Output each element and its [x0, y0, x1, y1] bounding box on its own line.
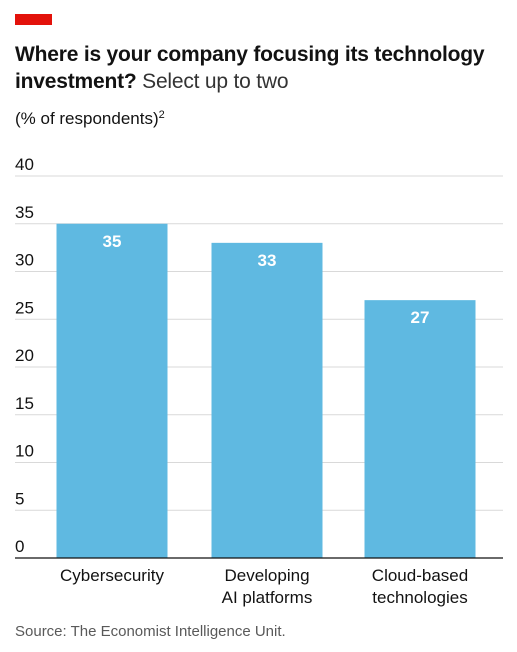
y-tick-label: 35: [15, 203, 34, 222]
y-tick-label: 10: [15, 442, 34, 461]
y-axis-unit-label: (% of respondents)2: [15, 104, 165, 130]
x-category-labels: Cybersecurity Developing AI platforms Cloud…: [60, 566, 468, 607]
y-tick-label: 0: [15, 537, 24, 556]
chart-title-sub: Select up to two: [136, 70, 289, 93]
unit-label-text: (% of respondents): [15, 109, 159, 128]
bar-chart: 0 5 10 15 20 25 30 35 40 35 33 27 Cybersecurity Dev…: [15, 155, 503, 607]
bar: [56, 223, 168, 558]
y-tick-label: 25: [15, 298, 34, 317]
x-category-label: Cloud-based: [372, 566, 468, 585]
bar-value-label: 33: [258, 251, 277, 270]
y-tick-labels: 0 5 10 15 20 25 30 35 40: [15, 155, 34, 556]
y-tick-label: 5: [15, 489, 24, 508]
bar-value-label: 27: [411, 308, 430, 327]
x-category-label: technologies: [372, 588, 467, 607]
y-tick-label: 15: [15, 394, 34, 413]
y-tick-label: 40: [15, 155, 34, 174]
unit-footnote-marker: 2: [158, 109, 165, 121]
y-tick-label: 20: [15, 346, 34, 365]
bar-value-labels: 35 33 27: [103, 232, 430, 327]
chart-title: Where is your company focusing its techn…: [15, 41, 505, 95]
bar: [364, 300, 476, 558]
brand-accent-bar: [15, 14, 52, 25]
source-note: Source: The Economist Intelligence Unit.: [15, 623, 286, 640]
x-category-label: Developing: [224, 566, 309, 585]
bar: [211, 242, 323, 558]
bar-value-label: 35: [103, 232, 122, 251]
x-category-label: Cybersecurity: [60, 566, 164, 585]
y-tick-label: 30: [15, 251, 34, 270]
chart-title-main: Where is your company focusing its techn…: [15, 43, 485, 93]
bars: [56, 223, 476, 558]
x-category-label: AI platforms: [222, 588, 313, 607]
